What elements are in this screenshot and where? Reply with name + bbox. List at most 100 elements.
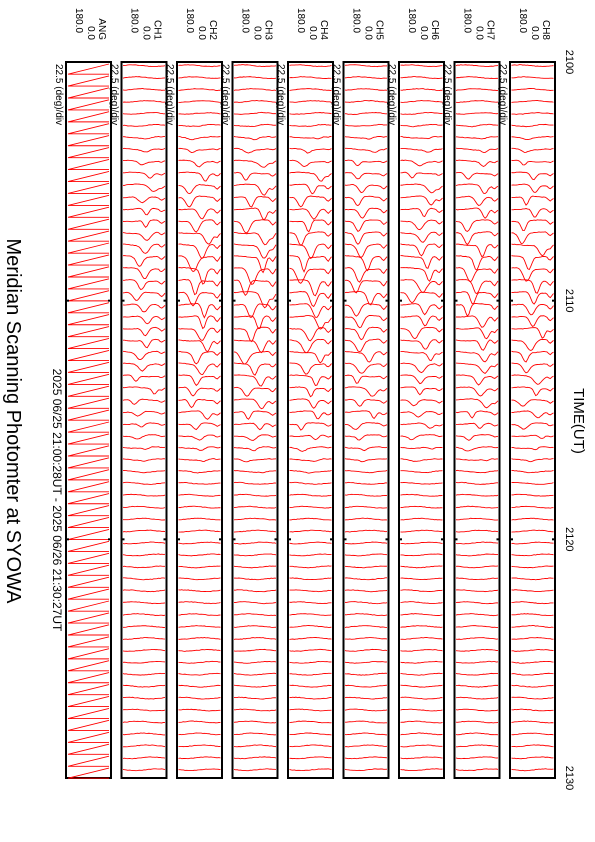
intensity-trace bbox=[344, 207, 388, 219]
intensity-trace bbox=[511, 648, 554, 652]
intensity-trace bbox=[511, 553, 554, 557]
intensity-trace bbox=[289, 76, 332, 79]
intensity-trace bbox=[455, 279, 499, 295]
intensity-trace bbox=[122, 159, 166, 166]
intensity-trace bbox=[455, 386, 499, 397]
intensity-trace bbox=[233, 684, 276, 688]
intensity-trace bbox=[511, 458, 554, 463]
intensity-trace bbox=[400, 350, 443, 362]
intensity-trace bbox=[455, 302, 499, 317]
y-bottom-label: 0.0 bbox=[363, 26, 374, 40]
intensity-trace bbox=[178, 232, 221, 245]
intensity-trace bbox=[344, 315, 388, 329]
intensity-trace bbox=[289, 386, 332, 398]
intensity-trace bbox=[511, 338, 554, 352]
intensity-trace bbox=[455, 493, 499, 497]
intensity-trace bbox=[178, 434, 221, 441]
intensity-trace bbox=[122, 672, 165, 676]
scan-trace bbox=[67, 624, 110, 636]
intensity-trace bbox=[400, 732, 443, 736]
intensity-trace bbox=[178, 302, 221, 319]
intensity-trace bbox=[400, 756, 443, 760]
intensity-trace bbox=[455, 744, 499, 748]
intensity-trace bbox=[122, 744, 166, 748]
intensity-trace bbox=[178, 553, 221, 557]
intensity-trace bbox=[344, 326, 388, 341]
panel-frame bbox=[398, 61, 445, 779]
intensity-trace bbox=[511, 243, 554, 257]
intensity-trace bbox=[289, 732, 332, 736]
intensity-trace bbox=[511, 756, 554, 760]
intensity-trace bbox=[122, 505, 166, 509]
scan-trace bbox=[67, 194, 110, 206]
intensity-trace bbox=[233, 625, 277, 628]
intensity-trace bbox=[122, 756, 166, 760]
intensity-trace bbox=[289, 672, 332, 676]
intensity-trace bbox=[289, 541, 332, 545]
panel-ch4: 180.00.0 CH4 22.5 (deg)/div bbox=[275, 8, 334, 779]
intensity-trace bbox=[400, 446, 443, 450]
intensity-trace bbox=[178, 147, 221, 153]
intensity-trace bbox=[344, 243, 388, 259]
intensity-trace bbox=[178, 565, 221, 569]
intensity-trace bbox=[511, 255, 554, 271]
panel-traces bbox=[511, 64, 554, 772]
intensity-trace bbox=[455, 88, 499, 91]
intensity-trace bbox=[344, 648, 388, 652]
intensity-trace bbox=[233, 768, 277, 772]
intensity-trace bbox=[455, 291, 499, 305]
intensity-trace bbox=[400, 64, 443, 67]
intensity-trace bbox=[289, 208, 332, 220]
intensity-trace bbox=[122, 660, 166, 664]
intensity-trace bbox=[233, 232, 277, 246]
intensity-trace bbox=[122, 255, 166, 267]
intensity-trace bbox=[400, 577, 443, 580]
scan-trace bbox=[67, 242, 110, 254]
intensity-trace bbox=[400, 517, 443, 521]
x-tick-labels: 2100 2110 2120 2130 bbox=[563, 50, 575, 790]
intensity-trace bbox=[400, 720, 443, 724]
intensity-trace bbox=[233, 565, 277, 569]
intensity-trace bbox=[511, 768, 554, 772]
intensity-trace bbox=[344, 458, 388, 463]
y-top-label: 180.0 bbox=[295, 8, 306, 33]
scan-trace bbox=[67, 469, 110, 481]
intensity-trace bbox=[455, 613, 499, 617]
intensity-trace bbox=[122, 446, 166, 450]
intensity-trace bbox=[233, 481, 277, 485]
intensity-trace bbox=[400, 744, 443, 748]
intensity-trace bbox=[455, 601, 499, 605]
intensity-trace bbox=[344, 672, 388, 676]
intensity-trace bbox=[511, 88, 554, 91]
scale-label: 22.5 (deg)/div bbox=[109, 64, 120, 125]
intensity-trace bbox=[289, 136, 332, 140]
intensity-trace bbox=[400, 326, 443, 340]
intensity-trace bbox=[455, 195, 499, 206]
intensity-trace bbox=[122, 481, 166, 485]
intensity-trace bbox=[233, 350, 277, 365]
scan-trace bbox=[67, 517, 110, 529]
intensity-trace bbox=[233, 648, 277, 652]
channel-label: CH2 bbox=[207, 20, 218, 40]
y-bottom-label: 0.0 bbox=[196, 26, 207, 40]
intensity-trace bbox=[178, 339, 221, 353]
scan-trace bbox=[67, 684, 110, 696]
intensity-trace bbox=[233, 553, 277, 557]
intensity-trace bbox=[455, 339, 499, 351]
intensity-trace bbox=[178, 362, 221, 375]
intensity-trace bbox=[178, 625, 221, 628]
intensity-trace bbox=[511, 589, 554, 593]
intensity-trace bbox=[400, 315, 443, 327]
intensity-trace bbox=[344, 100, 388, 103]
intensity-trace bbox=[344, 493, 388, 497]
intensity-trace bbox=[455, 625, 499, 628]
intensity-trace bbox=[122, 577, 166, 581]
intensity-trace bbox=[344, 279, 388, 294]
intensity-trace bbox=[511, 529, 554, 533]
intensity-trace bbox=[122, 338, 166, 349]
intensity-trace bbox=[344, 577, 388, 581]
intensity-trace bbox=[122, 147, 166, 153]
intensity-trace bbox=[455, 684, 498, 688]
intensity-trace bbox=[455, 553, 499, 557]
intensity-trace bbox=[400, 768, 443, 772]
